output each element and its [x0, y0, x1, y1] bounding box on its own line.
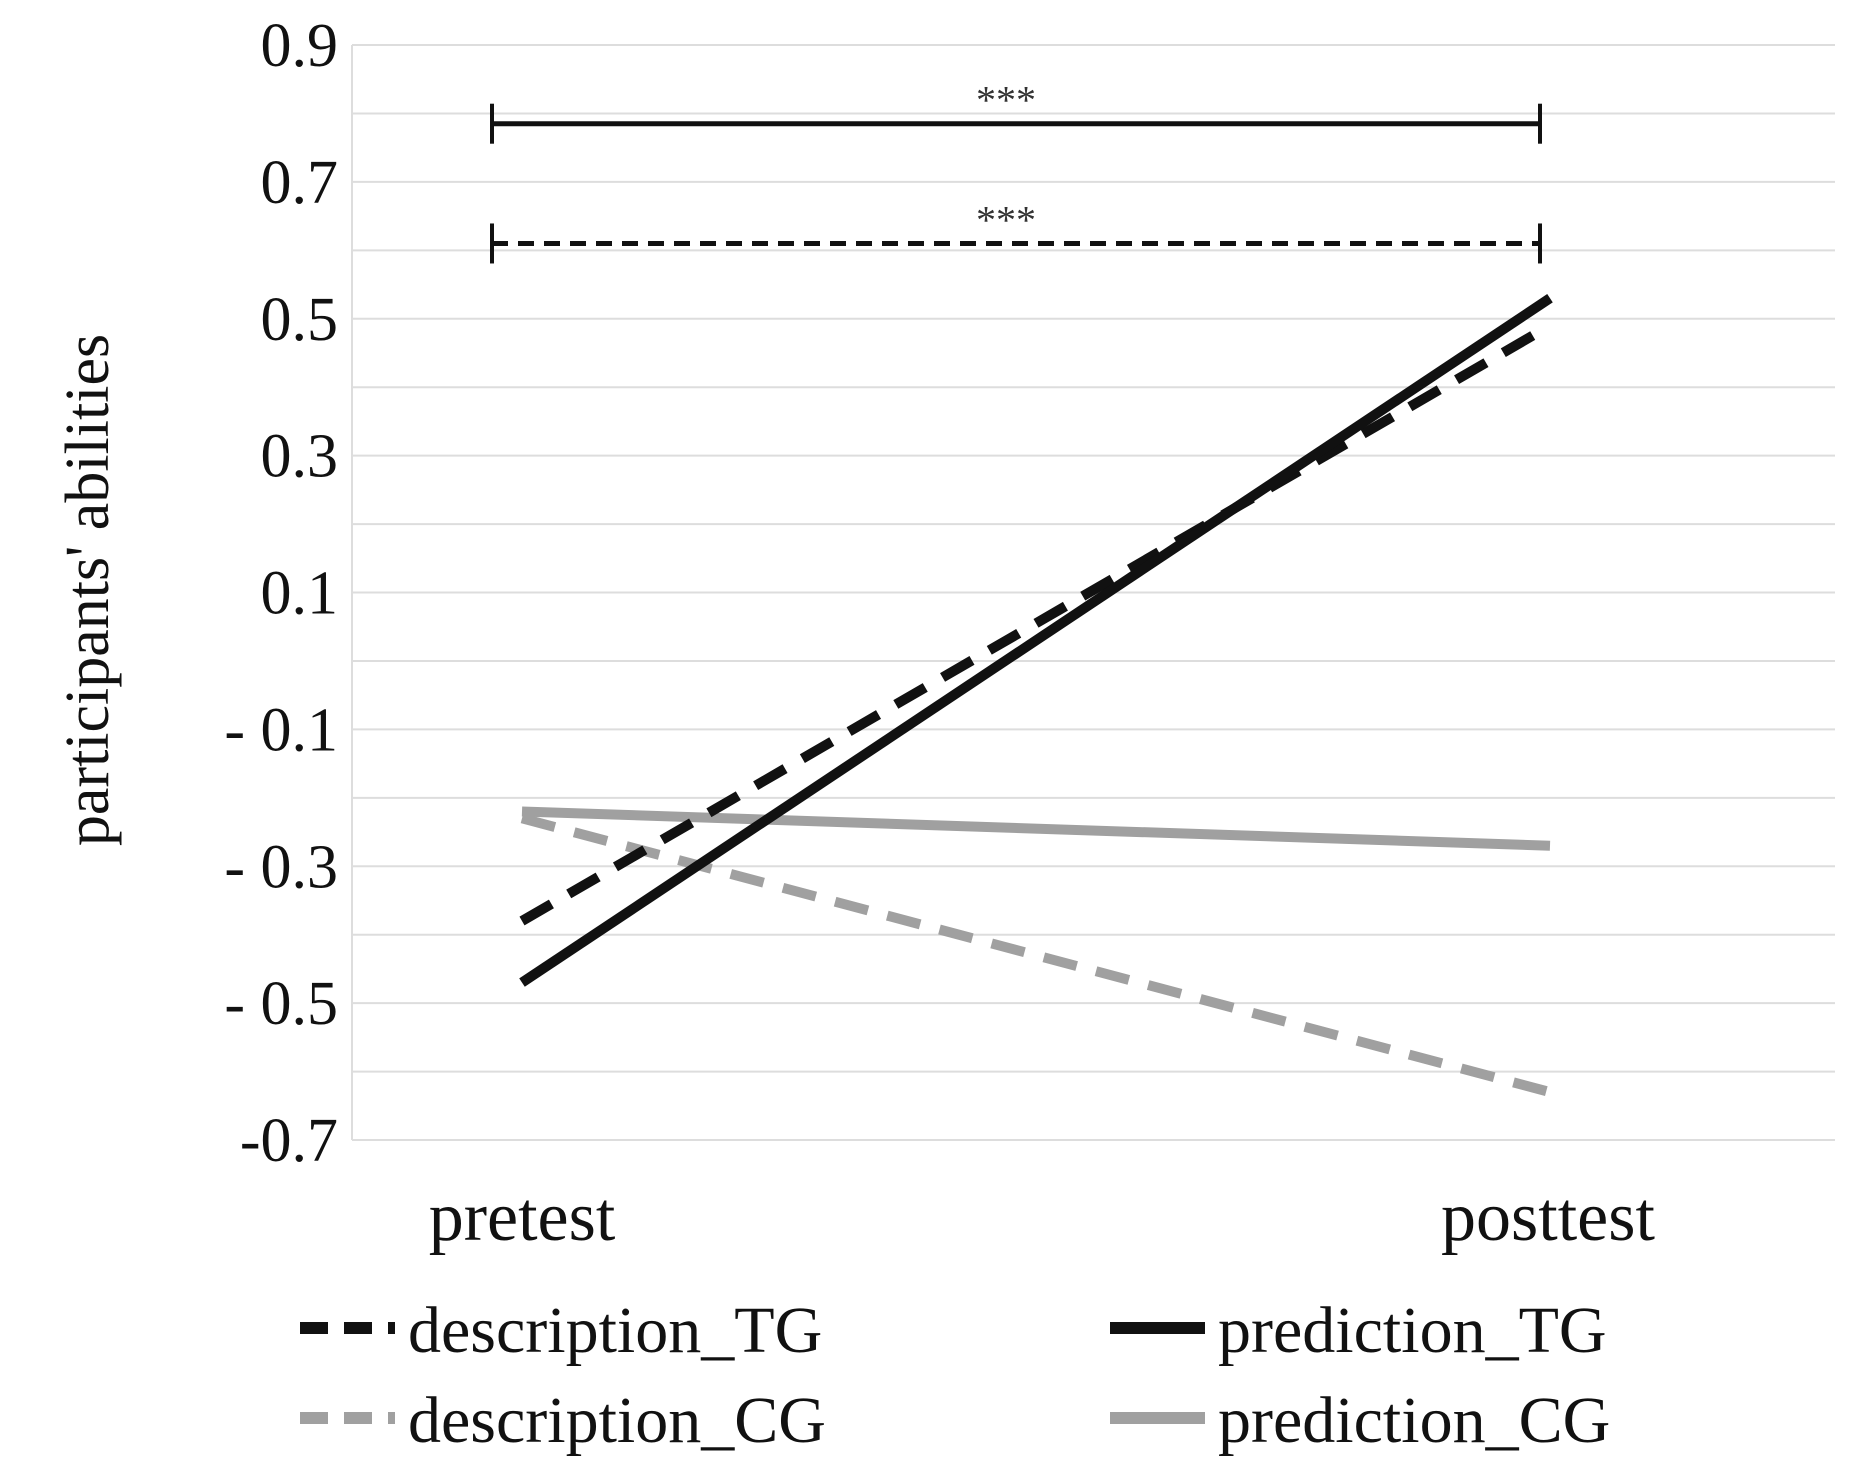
gridlines [351, 44, 1835, 1141]
y-tick-label: 0.3 [261, 423, 339, 491]
legend-label: description_TG [408, 1294, 822, 1367]
y-tick-label: 0.5 [261, 286, 339, 354]
series-line-description-cg [520, 813, 1552, 1097]
legend-label: prediction_CG [1218, 1384, 1610, 1457]
y-tick-label: - 0.5 [224, 970, 338, 1038]
series-lines [519, 294, 1553, 1097]
series-line-description-tg [519, 321, 1553, 926]
significance-label: *** [976, 197, 1036, 242]
y-tick-label: - 0.3 [224, 833, 338, 901]
legend: description_TG prediction_TG description_C… [300, 1294, 1610, 1457]
y-tick-label: 0.9 [261, 12, 339, 80]
x-category-label: posttest [1441, 1179, 1655, 1256]
legend-label: description_CG [408, 1384, 826, 1457]
y-tick-label: -0.7 [240, 1107, 338, 1175]
significance-brackets: *** *** [490, 78, 1542, 264]
y-tick-label: 0.1 [261, 560, 339, 628]
x-category-label: pretest [429, 1179, 616, 1256]
series-line-prediction-cg [521, 806, 1551, 851]
y-axis-title: participants' abilities [54, 334, 122, 846]
legend-label: prediction_TG [1218, 1294, 1607, 1367]
significance-label: *** [976, 78, 1036, 123]
y-axis-ticks: 0.9 0.7 0.5 0.3 0.1 - 0.1 - 0.3 - 0.5 -0.7 [224, 12, 338, 1175]
x-axis-categories: pretest posttest [429, 1179, 1656, 1256]
y-tick-label: 0.7 [261, 149, 339, 217]
y-tick-label: - 0.1 [224, 696, 338, 764]
series-line-prediction-tg [519, 294, 1553, 987]
